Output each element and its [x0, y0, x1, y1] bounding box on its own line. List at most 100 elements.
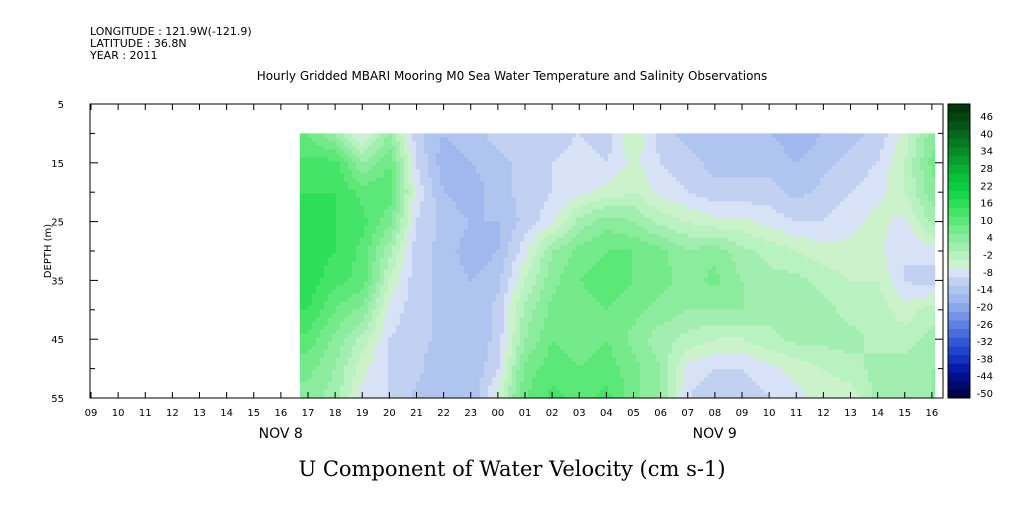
- heatmap-cell: [535, 185, 541, 190]
- heatmap-cell: [691, 229, 697, 234]
- heatmap-cell: [395, 161, 401, 166]
- heatmap-cell: [887, 161, 893, 166]
- heatmap-cell: [899, 193, 905, 198]
- heatmap-cell: [451, 137, 457, 142]
- heatmap-cell: [647, 157, 653, 162]
- heatmap-cell: [523, 177, 529, 182]
- heatmap-cell: [563, 253, 569, 258]
- heatmap-cell: [447, 237, 453, 242]
- heatmap-cell: [719, 161, 725, 166]
- heatmap-cell: [647, 165, 653, 170]
- heatmap-cell: [327, 205, 333, 210]
- heatmap-cell: [439, 161, 445, 166]
- heatmap-cell: [459, 145, 465, 150]
- heatmap-cell: [891, 177, 897, 182]
- heatmap-cell: [351, 229, 357, 234]
- heatmap-cell: [651, 169, 657, 174]
- heatmap-cell: [503, 193, 509, 198]
- heatmap-cell: [679, 233, 685, 238]
- heatmap-cell: [659, 217, 665, 222]
- heatmap-cell: [531, 249, 537, 254]
- heatmap-cell: [551, 229, 557, 234]
- heatmap-cell: [435, 253, 441, 258]
- heatmap-cell: [879, 197, 885, 202]
- heatmap-cell: [871, 149, 877, 154]
- heatmap-cell: [675, 249, 681, 254]
- heatmap-cell: [563, 237, 569, 242]
- heatmap-cell: [867, 157, 873, 162]
- heatmap-cell: [663, 137, 669, 142]
- heatmap-cell: [507, 161, 513, 166]
- heatmap-cell: [627, 201, 633, 206]
- heatmap-cell: [643, 137, 649, 142]
- heatmap-cell: [639, 221, 645, 226]
- heatmap-cell: [863, 229, 869, 234]
- heatmap-cell: [503, 245, 509, 250]
- heatmap-cell: [447, 197, 453, 202]
- heatmap-cell: [483, 177, 489, 182]
- heatmap-cell: [535, 209, 541, 214]
- heatmap-cell: [307, 133, 313, 138]
- heatmap-cell: [591, 177, 597, 182]
- heatmap-cell: [575, 157, 581, 162]
- heatmap-cell: [923, 217, 929, 222]
- heatmap-cell: [867, 217, 873, 222]
- heatmap-cell: [619, 177, 625, 182]
- heatmap-cell: [543, 221, 549, 226]
- heatmap-cell: [339, 233, 345, 238]
- heatmap-cell: [891, 201, 897, 206]
- heatmap-cell: [551, 169, 557, 174]
- heatmap-cell: [851, 229, 857, 234]
- heatmap-cell: [715, 165, 721, 170]
- heatmap-cell: [871, 225, 877, 230]
- heatmap-cell: [327, 145, 333, 150]
- heatmap-cell: [383, 229, 389, 234]
- heatmap-cell: [775, 237, 781, 242]
- heatmap-cell: [603, 225, 609, 230]
- heatmap-cell: [831, 237, 837, 242]
- heatmap-cell: [307, 197, 313, 202]
- heatmap-cell: [299, 169, 305, 174]
- heatmap-cell: [639, 181, 645, 186]
- heatmap-cell: [751, 205, 757, 210]
- heatmap-cell: [311, 181, 317, 186]
- heatmap-cell: [555, 189, 561, 194]
- heatmap-cell: [747, 141, 753, 146]
- heatmap-cell: [451, 193, 457, 198]
- heatmap-cell: [367, 173, 373, 178]
- heatmap-cell: [411, 169, 417, 174]
- heatmap-cell: [739, 153, 745, 158]
- heatmap-cell: [479, 137, 485, 142]
- heatmap-cell: [659, 173, 665, 178]
- heatmap-cell: [759, 185, 765, 190]
- heatmap-cell: [783, 245, 789, 250]
- heatmap-cell: [599, 189, 605, 194]
- heatmap-cell: [603, 201, 609, 206]
- heatmap-cell: [475, 137, 481, 142]
- heatmap-cell: [659, 189, 665, 194]
- heatmap-cell: [407, 169, 413, 174]
- heatmap-cell: [919, 157, 925, 162]
- heatmap-cell: [519, 181, 525, 186]
- heatmap-cell: [551, 141, 557, 146]
- heatmap-cell: [467, 193, 473, 198]
- heatmap-cell: [531, 233, 537, 238]
- heatmap-cell: [327, 153, 333, 158]
- heatmap-cell: [675, 193, 681, 198]
- heatmap-cell: [791, 165, 797, 170]
- heatmap-cell: [575, 177, 581, 182]
- heatmap-cell: [339, 173, 345, 178]
- heatmap-cell: [799, 185, 805, 190]
- heatmap-cell: [567, 221, 573, 226]
- heatmap-cell: [403, 241, 409, 246]
- heatmap-cell: [647, 229, 653, 234]
- heatmap-cell: [655, 133, 661, 138]
- heatmap-cell: [859, 157, 865, 162]
- heatmap-cell: [891, 233, 897, 238]
- heatmap-cell: [383, 205, 389, 210]
- heatmap-cell: [531, 137, 537, 142]
- heatmap-cell: [579, 225, 585, 230]
- heatmap-cell: [427, 229, 433, 234]
- heatmap-cell: [419, 201, 425, 206]
- heatmap-cell: [579, 233, 585, 238]
